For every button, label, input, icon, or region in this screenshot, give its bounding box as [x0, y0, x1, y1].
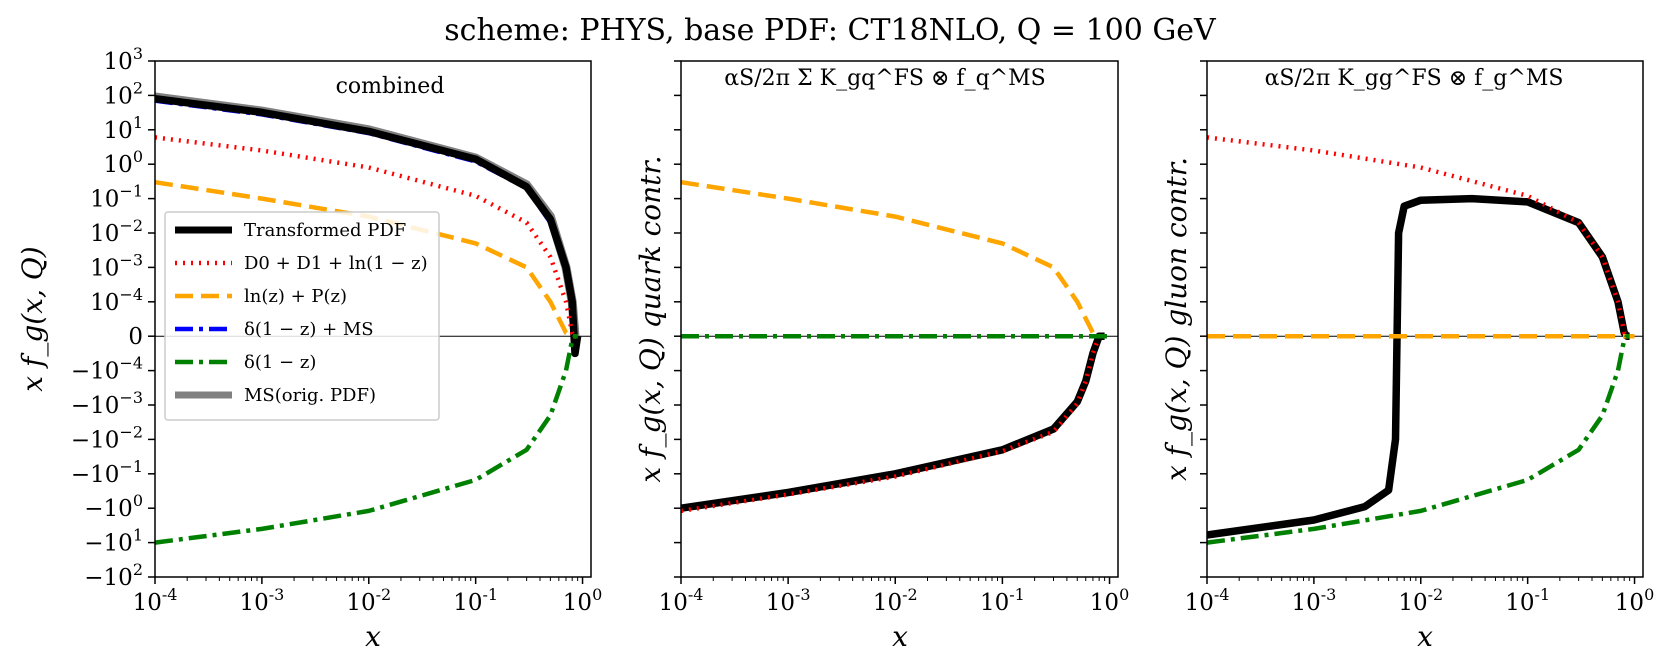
- gluon-series-d0-d1-ln-1-z: [1206, 135, 1630, 339]
- legend-box: [164, 211, 440, 421]
- combined-ytick-label: −10−3: [71, 388, 143, 419]
- panel-quark: αS/2π Σ K_gq^FS ⊗ f_q^MS x x f_g(x, Q) q…: [634, 60, 1129, 653]
- quark-xtick-label: 100: [1090, 585, 1129, 616]
- panel-quark-frame: [680, 60, 1119, 578]
- combined-ytick-label: −102: [84, 560, 143, 591]
- quark-series-d0-d1-ln-1-z: [680, 333, 1105, 514]
- combined-ytick-label: −10−2: [71, 422, 143, 453]
- gluon-series-1-z: [1206, 333, 1630, 545]
- combined-ytick-label: 103: [104, 44, 143, 75]
- panel-gluon-xticks: 10-4 10-3 10-2 10-1 100: [1185, 577, 1654, 616]
- figure-suptitle: scheme: PHYS, base PDF: CT18NLO, Q = 100…: [444, 13, 1217, 48]
- combined-xtick-label: 10-4: [133, 585, 178, 616]
- legend-label-ms-orig-pdf: MS(orig. PDF): [244, 385, 376, 406]
- legend-label-1-z-ms: δ(1 − z) + MS: [244, 319, 374, 340]
- combined-xtick-label: 100: [563, 585, 602, 616]
- combined-ytick-label: −10−1: [71, 457, 143, 488]
- combined-ytick-label: 10−1: [90, 182, 143, 213]
- panel-quark-plot: [680, 179, 1118, 514]
- gluon-xtick-label: 10-4: [1185, 585, 1230, 616]
- quark-xtick-label: 10-4: [659, 585, 704, 616]
- combined-ytick-label: −100: [84, 491, 143, 522]
- panel-gluon-frame: [1206, 60, 1644, 578]
- gluon-xtick-label: 10-2: [1398, 585, 1443, 616]
- panel-combined-frame: [154, 60, 592, 578]
- legend-label-1-z: δ(1 − z): [244, 352, 316, 373]
- combined-series-transformed-pdf: [154, 94, 582, 358]
- combined-ytick-label: 10−3: [90, 250, 143, 281]
- legend-label-transformed-pdf: Transformed PDF: [244, 220, 406, 241]
- combined-series-d0-d1-ln-1-z: [154, 135, 578, 339]
- quark-series-transformed-pdf: [680, 332, 1105, 512]
- combined-xtick-label: 10-3: [239, 585, 284, 616]
- legend-label-d0-d1-ln-1-z: D0 + D1 + ln(1 − z): [244, 253, 428, 274]
- gluon-xtick-label: 10-1: [1505, 585, 1550, 616]
- panel-quark-xticks: 10-4 10-3 10-2 10-1 100: [659, 577, 1129, 616]
- combined-ytick-label: 10−2: [90, 216, 143, 247]
- quark-xtick-label: 10-2: [873, 585, 918, 616]
- panel-combined: combined x x f_g(x, Q) 10-4 10-3 10-2 10-1 1…: [16, 44, 602, 653]
- panel-gluon-plot: [1206, 135, 1643, 545]
- panel-gluon-yticks: [1200, 60, 1207, 578]
- quark-xtick-label: 10-3: [766, 585, 811, 616]
- combined-ytick-label: −101: [84, 526, 143, 557]
- panel-gluon-xlabel: x: [1417, 620, 1433, 653]
- panel-gluon-title: αS/2π K_gg^FS ⊗ f_g^MS: [1265, 66, 1564, 91]
- panel-gluon-ylabel: x f_g(x, Q) gluon contr.: [1160, 157, 1193, 481]
- panel-combined-yticks: 10310210110010−110−210−310−40−10−4−10−3−…: [71, 44, 155, 591]
- panel-combined-xticks: 10-4 10-3 10-2 10-1 100: [133, 577, 602, 616]
- panel-combined-title: combined: [336, 74, 445, 99]
- gluon-xtick-label: 10-3: [1291, 585, 1336, 616]
- panel-quark-title: αS/2π Σ K_gq^FS ⊗ f_q^MS: [724, 66, 1045, 91]
- combined-series-1-z: [154, 333, 578, 545]
- combined-ytick-label: 101: [104, 113, 143, 144]
- combined-ytick-label: 0: [128, 324, 143, 350]
- combined-xtick-label: 10-2: [346, 585, 391, 616]
- panel-quark-yticks: [674, 60, 681, 578]
- panel-combined-xlabel: x: [365, 620, 381, 653]
- panel-gluon: αS/2π K_gg^FS ⊗ f_g^MS x x f_g(x, Q) glu…: [1160, 60, 1654, 653]
- combined-ytick-label: 100: [104, 147, 143, 178]
- panel-combined-ylabel: x f_g(x, Q): [16, 246, 49, 391]
- combined-ytick-label: −10−4: [71, 354, 143, 385]
- panel-combined-plot: [154, 92, 591, 545]
- quark-series-ln-z-p-z: [680, 179, 1105, 339]
- legend: Transformed PDF D0 + D1 + ln(1 − z) ln(z) …: [164, 211, 440, 421]
- combined-ytick-label: 10−4: [90, 285, 143, 316]
- panel-quark-ylabel: x f_g(x, Q) quark contr.: [634, 155, 667, 482]
- combined-xtick-label: 10-1: [453, 585, 498, 616]
- quark-xtick-label: 10-1: [980, 585, 1025, 616]
- combined-ytick-label: 102: [104, 78, 143, 109]
- gluon-series-transformed-pdf: [1206, 194, 1631, 539]
- legend-label-ln-z-p-z: ln(z) + P(z): [244, 286, 347, 307]
- panel-quark-xlabel: x: [892, 620, 908, 653]
- gluon-xtick-label: 100: [1615, 585, 1654, 616]
